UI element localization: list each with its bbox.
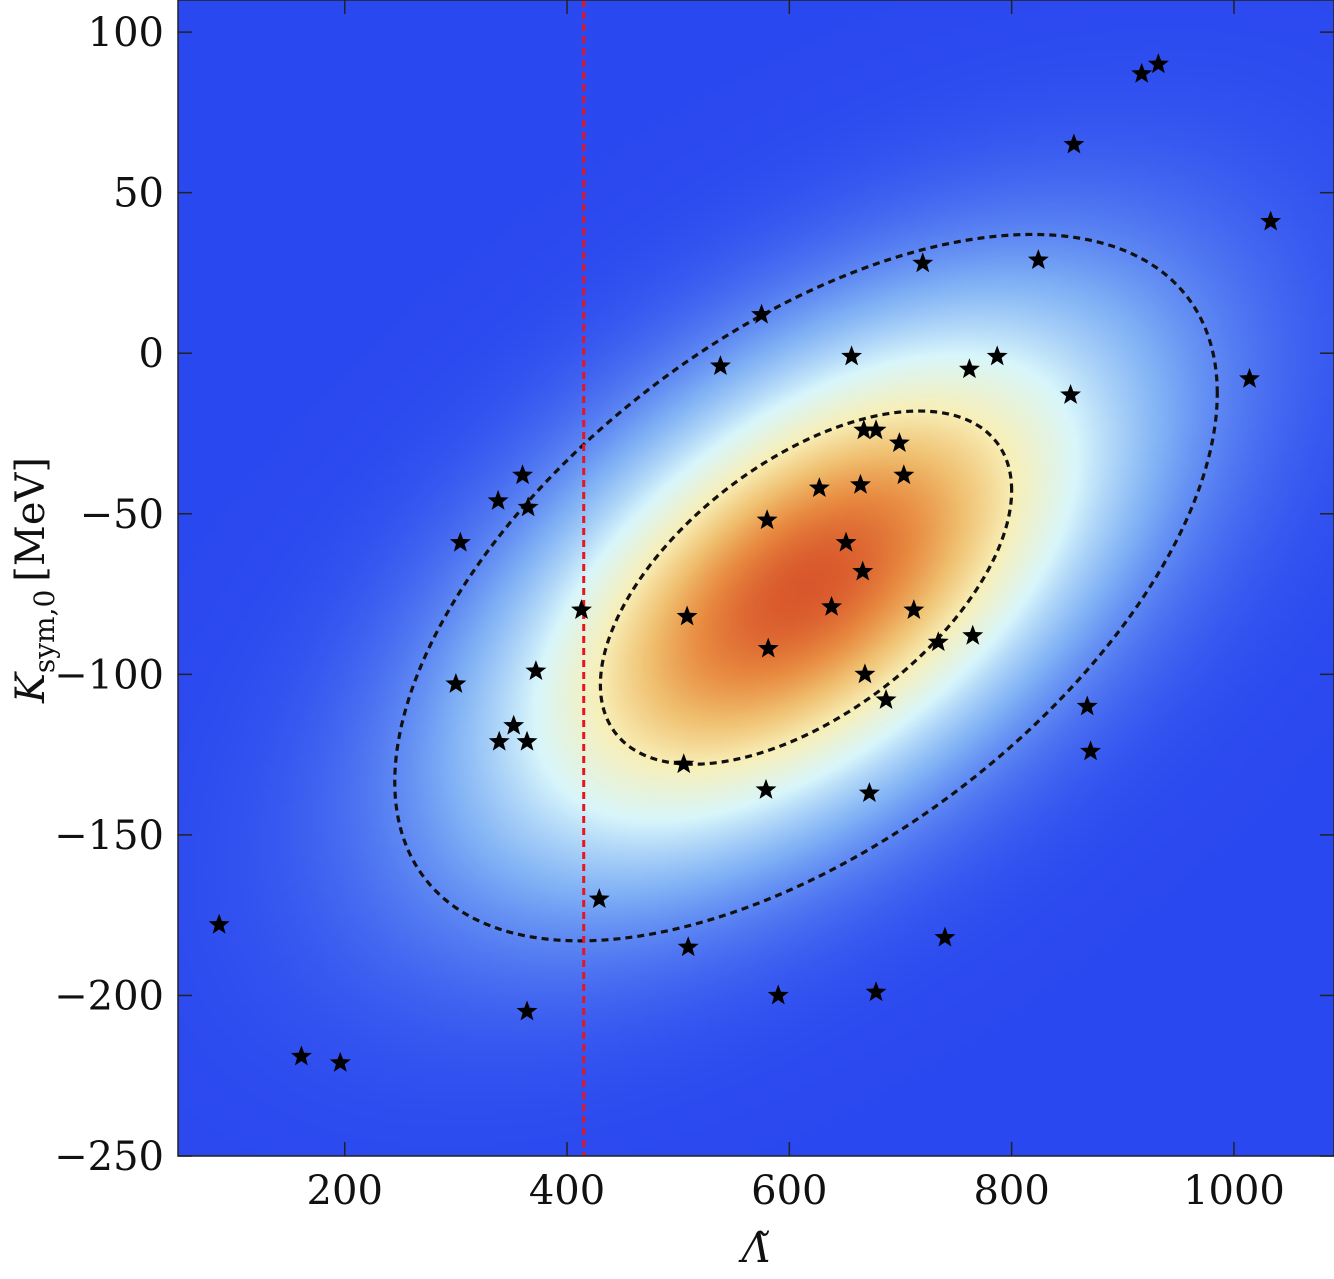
data-point-star [512,464,534,485]
data-point-star [927,631,949,652]
data-point-star [1027,249,1049,269]
data-point-star [850,473,871,494]
data-point-star [1060,383,1082,404]
data-point-star [958,358,980,379]
data-point-star [449,531,471,552]
x-tick-label: 1000 [1183,1168,1285,1214]
data-point-star [912,252,934,273]
data-point-star [903,599,925,620]
data-point-star [1063,133,1085,154]
y-tick-label: −100 [54,652,164,698]
data-point-star [767,984,789,1005]
data-point-star [858,782,880,803]
data-point-star [888,432,910,453]
data-point-star [875,689,897,709]
data-point-star [841,345,863,366]
y-axis-title-unit: [MeV] [8,457,54,582]
x-axis-title: Λ̃ [738,1226,771,1272]
data-point-star [673,753,695,774]
data-point-star [516,1000,538,1021]
x-tick-label: 200 [307,1168,383,1214]
y-tick-label: −50 [80,492,164,538]
data-point-star [854,663,876,684]
x-tick-label: 800 [973,1168,1049,1214]
y-tick-label: −250 [54,1134,164,1180]
data-point-star [290,1045,312,1066]
y-tick-label: 0 [139,331,164,377]
x-tick-label: 600 [751,1168,827,1214]
y-tick-label: −150 [54,813,164,859]
y-axis-title-main: K [8,671,54,704]
data-point-star [756,509,778,530]
data-point-star [1239,367,1260,388]
data-point-star [445,672,467,693]
data-point-star [1260,210,1282,231]
data-point-star [525,660,547,681]
data-point-star [962,624,984,645]
data-point-star [852,560,874,581]
data-point-star [808,477,830,497]
y-axis-title-sub: sym,0 [28,590,61,673]
data-point-star [1131,62,1153,83]
data-point-star [588,888,610,909]
axes: 200 400 600 800 1000 100 50 0 −50 −100 −150 −200 −25… [54,0,1334,1214]
data-point-star [516,730,538,751]
plot-overlay [208,0,1282,1156]
data-point-star [517,496,539,517]
contour-inner [598,409,1014,766]
data-point-star [865,981,887,1002]
data-point-star [986,345,1008,366]
data-point-star [853,419,875,440]
y-tick-label: 50 [113,171,164,217]
data-point-star [677,936,699,957]
data-point-star [1076,695,1098,716]
data-point-star [329,1051,351,1072]
data-point-star [208,913,230,934]
data-point-star [487,489,509,510]
contour-outer [393,232,1219,943]
plot-frame [177,0,1334,1157]
data-point-star [1147,53,1169,74]
x-tick-label: 400 [529,1168,605,1214]
data-point-star [757,637,779,658]
y-tick-label: 100 [88,10,164,56]
data-point-star [821,595,843,616]
data-point-star [751,303,773,324]
data-point-star [676,605,698,626]
data-point-star [1080,740,1102,761]
data-point-star [755,778,777,799]
density-heatmap [178,0,1334,1156]
data-point-star [893,464,915,485]
y-tick-label: −200 [54,973,164,1019]
data-point-star [503,714,525,735]
data-point-star [835,531,857,552]
y-axis-title: Ksym,0 [MeV] [8,457,61,704]
data-point-star [571,599,592,620]
data-point-star [488,730,510,751]
data-point-star [934,926,956,947]
data-point-star [709,355,731,375]
data-point-star [865,419,887,440]
